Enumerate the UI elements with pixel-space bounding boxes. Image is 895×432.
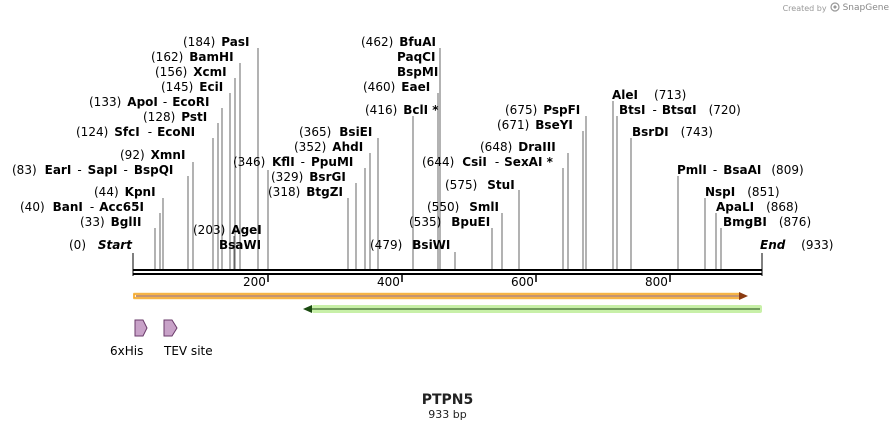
credit-text: Created by xyxy=(782,3,827,13)
sequence-title-block: PTPN5 933 bp xyxy=(0,392,895,421)
site-label-pspfi[interactable]: (675) PspFI xyxy=(505,103,580,117)
ruler-label-800: 800 xyxy=(645,275,668,289)
start-num: (0) xyxy=(69,238,86,252)
orf-forward-arrow[interactable] xyxy=(133,292,748,300)
site-label-csii[interactable]: (644) CsiI - SexAI * xyxy=(422,155,554,169)
feature-6xhis[interactable]: 6xHis xyxy=(110,319,148,358)
site-label-bglii[interactable]: (33) BglII xyxy=(80,215,141,229)
site-label-bspmi[interactable]: BspMI xyxy=(397,65,438,79)
sequence-length: 933 bp xyxy=(428,408,467,421)
site-label-xmni[interactable]: (92) XmnI xyxy=(120,148,185,162)
site-label-agei[interactable]: (203) AgeI xyxy=(193,223,262,237)
ruler-label-400: 400 xyxy=(377,275,400,289)
ruler-label-600: 600 xyxy=(511,275,534,289)
site-label-apoi[interactable]: (133) ApoI - EcoRI xyxy=(89,95,209,109)
site-label-bsawi[interactable]: BsaWI xyxy=(219,238,261,252)
site-label-psti[interactable]: (128) PstI xyxy=(143,110,207,124)
feature-tev-site[interactable]: TEV site xyxy=(163,319,213,358)
site-label-nspi[interactable]: NspI (851) xyxy=(705,185,780,199)
svg-text:(0) Start: (0) Start xyxy=(69,238,133,252)
site-label-kpni[interactable]: (44) KpnI xyxy=(94,185,156,199)
site-label-bfuai[interactable]: (462) BfuAI xyxy=(361,35,436,49)
site-label-alei[interactable]: AleI (713) xyxy=(612,88,686,102)
snapgene-logo-icon xyxy=(829,2,840,14)
site-label-pasi[interactable]: (184) PasI xyxy=(183,35,249,49)
site-label-draiii[interactable]: (648) DraIII xyxy=(480,140,556,154)
site-label-bsiwi[interactable]: (479) BsiWI xyxy=(370,238,450,252)
snapgene-credit: Created by SnapGene xyxy=(783,2,889,14)
site-label-bseyi[interactable]: (671) BseYI xyxy=(497,118,573,132)
feature-tev-arrow-icon xyxy=(163,319,178,337)
site-label-btsi[interactable]: BtsI - BtsαI (720) xyxy=(619,103,741,117)
site-label-bcli[interactable]: (416) BclI * xyxy=(365,103,439,117)
start-label: Start xyxy=(98,238,133,252)
site-label-bsiei[interactable]: (365) BsiEI xyxy=(299,125,372,139)
site-label-eaei[interactable]: (460) EaeI xyxy=(363,80,430,94)
feature-6xhis-label: 6xHis xyxy=(110,344,143,358)
site-label-pmli[interactable]: PmlI - BsaAI (809) xyxy=(677,163,804,177)
site-label-bsrgi[interactable]: (329) BsrGI xyxy=(271,170,346,184)
feature-tev-label: TEV site xyxy=(163,344,213,358)
site-label-kfli[interactable]: KflI - PpuMI xyxy=(272,155,353,169)
site-label-bmgbi[interactable]: BmgBI (876) xyxy=(723,215,811,229)
site-label-paqci[interactable]: PaqCI xyxy=(397,50,435,64)
site-label-stui[interactable]: (575) StuI xyxy=(445,178,515,192)
site-label-smli[interactable]: (550) SmlI xyxy=(427,200,499,214)
svg-text:End (933): End (933) xyxy=(760,238,833,252)
site-label-xcmi[interactable]: (156) XcmI xyxy=(155,65,227,79)
site-label-bpuei[interactable]: (535) BpuEI xyxy=(409,215,490,229)
site-label-bamhi[interactable]: (162) BamHI xyxy=(151,50,234,64)
sequence-backbone xyxy=(132,253,763,276)
ruler: 200 400 600 800 xyxy=(243,274,671,289)
site-label-bsrdi[interactable]: BsrDI (743) xyxy=(632,125,713,139)
cut-site-lines xyxy=(154,48,722,270)
credit-brand: SnapGene xyxy=(842,3,889,13)
sequence-name: PTPN5 xyxy=(421,392,474,408)
site-label-btgzi[interactable]: (318) BtgZI xyxy=(268,185,343,199)
site-label-346[interactable]: (346) xyxy=(233,155,265,169)
site-label-ecii[interactable]: (145) EciI xyxy=(161,80,223,94)
site-label-apali[interactable]: ApaLI (868) xyxy=(716,200,798,214)
site-label-eari[interactable]: (83) EarI - SapI - BspQI xyxy=(12,163,173,177)
site-label-sfci[interactable]: (124) SfcI - EcoNI xyxy=(76,125,195,139)
site-label-bani[interactable]: (40) BanI - Acc65I xyxy=(20,200,144,214)
feature-6xhis-arrow-icon xyxy=(134,319,148,337)
end-label: End xyxy=(760,238,786,252)
site-label-ahdi[interactable]: (352) AhdI xyxy=(294,140,363,154)
orf-reverse-arrow[interactable] xyxy=(303,305,762,313)
end-num: (933) xyxy=(801,238,833,252)
ruler-label-200: 200 xyxy=(243,275,266,289)
